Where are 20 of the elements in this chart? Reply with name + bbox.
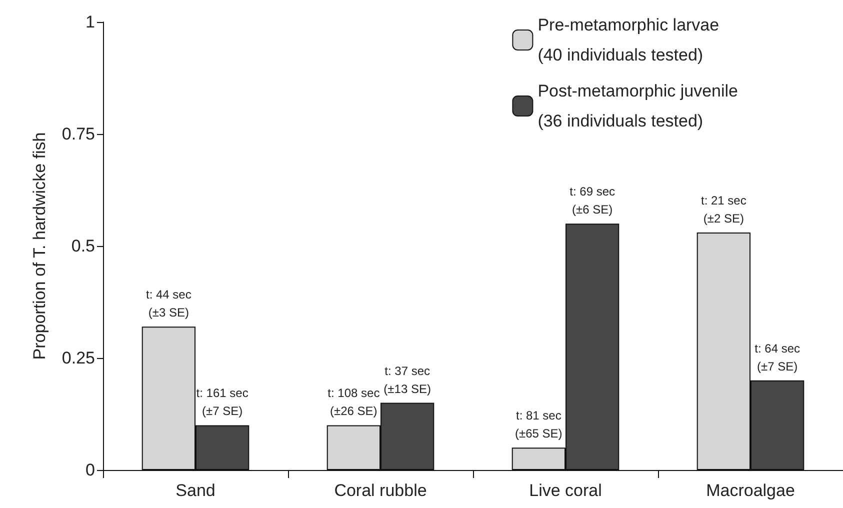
y-axis-title: Proportion of T. hardwicke fish [30, 132, 49, 360]
y-tick-label: 0.75 [62, 124, 95, 144]
data-label: t: 44 sec (±3 SE) [146, 288, 192, 320]
y-tick-label: 0.25 [62, 348, 95, 368]
data-label: t: 161 sec (±7 SE) [196, 386, 248, 418]
x-tick-label: Coral rubble [334, 481, 427, 500]
data-label: t: 108 sec (±26 SE) [328, 386, 380, 418]
data-label: t: 37 sec (±13 SE) [384, 364, 431, 396]
data-label: t: 64 sec (±7 SE) [754, 341, 800, 374]
x-tick-label: Live coral [529, 481, 602, 500]
data-label: t: 21 sec (±2 SE) [700, 194, 746, 226]
y-tick-label: 0 [86, 460, 95, 480]
y-tick-label: 1 [86, 12, 95, 32]
legend-label: Post-metamorphic juvenile (36 individuals tested) [538, 82, 738, 130]
x-tick-label: Macroalgae [706, 481, 795, 500]
x-tick-label: Sand [176, 481, 216, 500]
legend-label: Pre-metamorphic larvae (40 individuals tested) [538, 16, 720, 64]
y-tick-label: 0.5 [71, 236, 95, 256]
data-label: t: 81 sec (±65 SE) [515, 408, 562, 441]
data-label: t: 69 sec (±6 SE) [570, 184, 616, 217]
